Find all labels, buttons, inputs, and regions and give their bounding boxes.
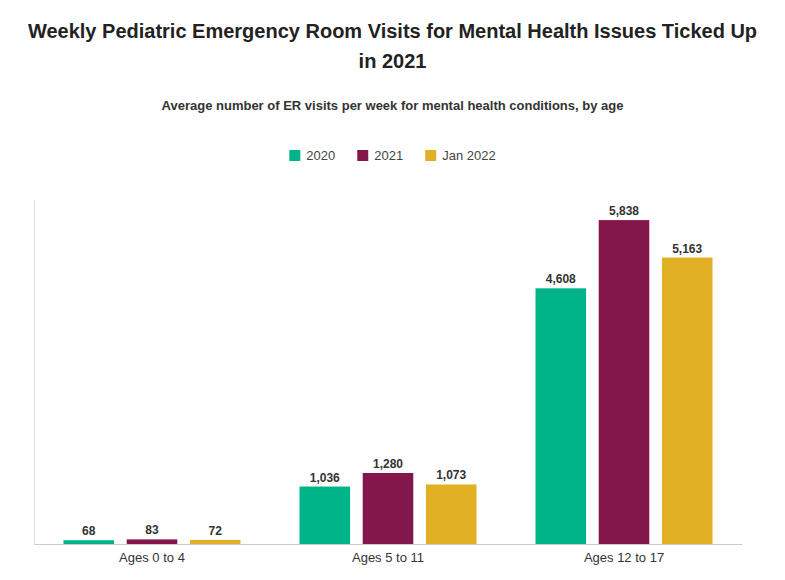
x-tick-label: Ages 12 to 17: [584, 550, 664, 565]
legend-swatch: [289, 150, 300, 161]
data-label: 1,280: [373, 457, 403, 471]
title-line: Weekly Pediatric Emergency Room Visits f…: [28, 20, 757, 42]
x-axis: Ages 0 to 4 Ages 5 to 11 Ages 12 to 17: [35, 544, 743, 565]
legend-label: Jan 2022: [442, 148, 496, 163]
y-axis-line: [34, 201, 35, 545]
title-line: in 2021: [359, 50, 427, 72]
data-label: 68: [82, 524, 96, 538]
data-label: 1,036: [310, 471, 340, 485]
bar: [127, 539, 178, 544]
data-labels: 68 1,036 4,608 83 1,280 5,838 72 1,073 5,163: [82, 204, 702, 538]
subtitle: Average number of ER visits per week for…: [162, 98, 624, 113]
data-label: 83: [145, 523, 159, 537]
bar: [662, 258, 713, 544]
x-tick-label: Ages 0 to 4: [119, 550, 185, 565]
data-label: 1,073: [436, 468, 466, 482]
legend-swatch: [357, 150, 368, 161]
title: Weekly Pediatric Emergency Room Visits f…: [28, 20, 757, 72]
legend-label: 2021: [374, 148, 403, 163]
x-tick: Ages 12 to 17: [584, 544, 664, 565]
data-label: 5,163: [672, 242, 702, 256]
legend-item: 2021: [357, 148, 403, 163]
bar: [363, 473, 414, 544]
data-label: 72: [209, 524, 223, 538]
data-label: 5,838: [609, 204, 639, 218]
chart: Weekly Pediatric Emergency Room Visits f…: [0, 0, 785, 580]
bar: [426, 484, 477, 544]
bar: [536, 288, 587, 544]
legend: 2020 2021 Jan 2022: [289, 148, 495, 163]
legend-item: 2020: [289, 148, 335, 163]
bars: [64, 220, 713, 544]
legend-label: 2020: [306, 148, 335, 163]
legend-swatch: [425, 150, 436, 161]
x-axis-line: [35, 544, 743, 545]
y-axis: [34, 201, 35, 545]
bar: [64, 540, 115, 544]
bar: [190, 540, 241, 544]
x-tick: Ages 0 to 4: [119, 544, 185, 565]
bar: [599, 220, 650, 544]
data-label: 4,608: [546, 272, 576, 286]
legend-item: Jan 2022: [425, 148, 496, 163]
x-tick-label: Ages 5 to 11: [352, 550, 424, 565]
x-tick: Ages 5 to 11: [352, 544, 424, 565]
bar: [300, 487, 351, 544]
